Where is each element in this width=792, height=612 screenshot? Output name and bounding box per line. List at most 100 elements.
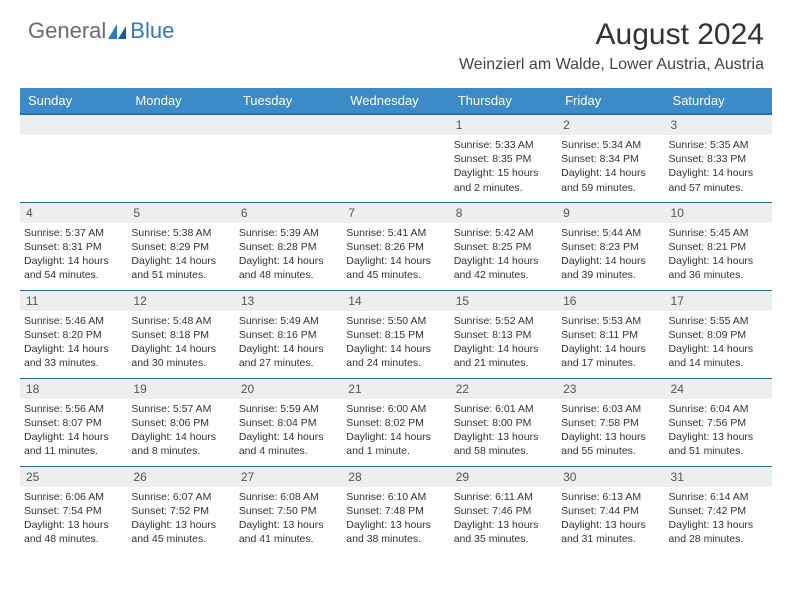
day-number-empty [20,115,127,135]
calendar-day-cell: 4Sunrise: 5:37 AMSunset: 8:31 PMDaylight… [20,202,127,290]
logo: General Blue [28,18,174,44]
logo-text-general: General [28,18,106,44]
calendar-day-cell: 22Sunrise: 6:01 AMSunset: 8:00 PMDayligh… [450,378,557,466]
calendar-day-cell: 17Sunrise: 5:55 AMSunset: 8:09 PMDayligh… [665,290,772,378]
calendar-day-cell: 30Sunrise: 6:13 AMSunset: 7:44 PMDayligh… [557,466,664,554]
calendar-day-cell: 23Sunrise: 6:03 AMSunset: 7:58 PMDayligh… [557,378,664,466]
day-number: 2 [557,115,664,135]
calendar-week-row: 4Sunrise: 5:37 AMSunset: 8:31 PMDaylight… [20,202,772,290]
calendar-day-cell: 10Sunrise: 5:45 AMSunset: 8:21 PMDayligh… [665,202,772,290]
calendar-day-cell: 8Sunrise: 5:42 AMSunset: 8:25 PMDaylight… [450,202,557,290]
weekday-header: Saturday [665,88,772,114]
calendar-day-cell: 15Sunrise: 5:52 AMSunset: 8:13 PMDayligh… [450,290,557,378]
day-info: Sunrise: 5:59 AMSunset: 8:04 PMDaylight:… [235,399,342,462]
calendar-day-cell: 26Sunrise: 6:07 AMSunset: 7:52 PMDayligh… [127,466,234,554]
logo-text-blue: Blue [130,18,174,44]
day-number: 17 [665,291,772,311]
calendar-day-cell: 24Sunrise: 6:04 AMSunset: 7:56 PMDayligh… [665,378,772,466]
calendar-day-cell: 20Sunrise: 5:59 AMSunset: 8:04 PMDayligh… [235,378,342,466]
day-info: Sunrise: 5:49 AMSunset: 8:16 PMDaylight:… [235,311,342,374]
day-number: 4 [20,203,127,223]
calendar-week-row: 11Sunrise: 5:46 AMSunset: 8:20 PMDayligh… [20,290,772,378]
calendar-day-cell: 27Sunrise: 6:08 AMSunset: 7:50 PMDayligh… [235,466,342,554]
weekday-header: Friday [557,88,664,114]
day-number: 29 [450,467,557,487]
day-info: Sunrise: 5:41 AMSunset: 8:26 PMDaylight:… [342,223,449,286]
calendar-day-cell: 12Sunrise: 5:48 AMSunset: 8:18 PMDayligh… [127,290,234,378]
calendar-day-cell: 18Sunrise: 5:56 AMSunset: 8:07 PMDayligh… [20,378,127,466]
calendar-day-cell: 2Sunrise: 5:34 AMSunset: 8:34 PMDaylight… [557,114,664,202]
calendar-day-cell: 14Sunrise: 5:50 AMSunset: 8:15 PMDayligh… [342,290,449,378]
calendar-day-cell: 29Sunrise: 6:11 AMSunset: 7:46 PMDayligh… [450,466,557,554]
day-number: 27 [235,467,342,487]
day-number: 24 [665,379,772,399]
day-info: Sunrise: 6:08 AMSunset: 7:50 PMDaylight:… [235,487,342,550]
logo-triangle-icon [108,22,128,40]
day-info: Sunrise: 5:39 AMSunset: 8:28 PMDaylight:… [235,223,342,286]
calendar-day-cell: 6Sunrise: 5:39 AMSunset: 8:28 PMDaylight… [235,202,342,290]
weekday-header: Sunday [20,88,127,114]
calendar-day-cell: 25Sunrise: 6:06 AMSunset: 7:54 PMDayligh… [20,466,127,554]
day-number: 8 [450,203,557,223]
weekday-header: Monday [127,88,234,114]
day-number: 15 [450,291,557,311]
calendar-day-cell: 28Sunrise: 6:10 AMSunset: 7:48 PMDayligh… [342,466,449,554]
day-info: Sunrise: 5:33 AMSunset: 8:35 PMDaylight:… [450,135,557,198]
calendar-day-cell: 11Sunrise: 5:46 AMSunset: 8:20 PMDayligh… [20,290,127,378]
day-info: Sunrise: 5:37 AMSunset: 8:31 PMDaylight:… [20,223,127,286]
day-number: 13 [235,291,342,311]
calendar-day-cell: 31Sunrise: 6:14 AMSunset: 7:42 PMDayligh… [665,466,772,554]
calendar-week-row: 18Sunrise: 5:56 AMSunset: 8:07 PMDayligh… [20,378,772,466]
calendar-day-cell: 21Sunrise: 6:00 AMSunset: 8:02 PMDayligh… [342,378,449,466]
calendar-empty-cell [127,114,234,202]
title-block: August 2024 Weinzierl am Walde, Lower Au… [459,18,764,74]
day-number: 7 [342,203,449,223]
day-info: Sunrise: 5:34 AMSunset: 8:34 PMDaylight:… [557,135,664,198]
calendar-day-cell: 9Sunrise: 5:44 AMSunset: 8:23 PMDaylight… [557,202,664,290]
day-info: Sunrise: 5:42 AMSunset: 8:25 PMDaylight:… [450,223,557,286]
weekday-header: Tuesday [235,88,342,114]
day-number: 10 [665,203,772,223]
day-number: 12 [127,291,234,311]
day-info: Sunrise: 6:00 AMSunset: 8:02 PMDaylight:… [342,399,449,462]
day-number: 25 [20,467,127,487]
day-number: 22 [450,379,557,399]
day-number: 19 [127,379,234,399]
day-info: Sunrise: 5:53 AMSunset: 8:11 PMDaylight:… [557,311,664,374]
day-number: 5 [127,203,234,223]
day-info: Sunrise: 5:46 AMSunset: 8:20 PMDaylight:… [20,311,127,374]
day-info: Sunrise: 5:45 AMSunset: 8:21 PMDaylight:… [665,223,772,286]
day-number-empty [342,115,449,135]
calendar-table: SundayMondayTuesdayWednesdayThursdayFrid… [20,88,772,554]
calendar-day-cell: 1Sunrise: 5:33 AMSunset: 8:35 PMDaylight… [450,114,557,202]
day-info: Sunrise: 5:56 AMSunset: 8:07 PMDaylight:… [20,399,127,462]
calendar-day-cell: 5Sunrise: 5:38 AMSunset: 8:29 PMDaylight… [127,202,234,290]
day-number: 23 [557,379,664,399]
month-title: August 2024 [459,18,764,52]
day-info: Sunrise: 6:01 AMSunset: 8:00 PMDaylight:… [450,399,557,462]
day-number: 3 [665,115,772,135]
weekday-header: Thursday [450,88,557,114]
day-info: Sunrise: 6:10 AMSunset: 7:48 PMDaylight:… [342,487,449,550]
day-number: 11 [20,291,127,311]
day-info: Sunrise: 5:57 AMSunset: 8:06 PMDaylight:… [127,399,234,462]
day-info: Sunrise: 5:38 AMSunset: 8:29 PMDaylight:… [127,223,234,286]
day-info: Sunrise: 6:06 AMSunset: 7:54 PMDaylight:… [20,487,127,550]
day-info: Sunrise: 5:44 AMSunset: 8:23 PMDaylight:… [557,223,664,286]
day-info: Sunrise: 6:03 AMSunset: 7:58 PMDaylight:… [557,399,664,462]
day-info: Sunrise: 5:48 AMSunset: 8:18 PMDaylight:… [127,311,234,374]
day-number: 9 [557,203,664,223]
day-number: 1 [450,115,557,135]
day-number: 20 [235,379,342,399]
calendar-empty-cell [235,114,342,202]
calendar-day-cell: 16Sunrise: 5:53 AMSunset: 8:11 PMDayligh… [557,290,664,378]
day-info: Sunrise: 5:52 AMSunset: 8:13 PMDaylight:… [450,311,557,374]
location-text: Weinzierl am Walde, Lower Austria, Austr… [459,56,764,74]
day-info: Sunrise: 5:55 AMSunset: 8:09 PMDaylight:… [665,311,772,374]
calendar-day-cell: 7Sunrise: 5:41 AMSunset: 8:26 PMDaylight… [342,202,449,290]
day-number: 18 [20,379,127,399]
day-number: 28 [342,467,449,487]
day-number: 31 [665,467,772,487]
calendar-day-cell: 3Sunrise: 5:35 AMSunset: 8:33 PMDaylight… [665,114,772,202]
day-number: 16 [557,291,664,311]
